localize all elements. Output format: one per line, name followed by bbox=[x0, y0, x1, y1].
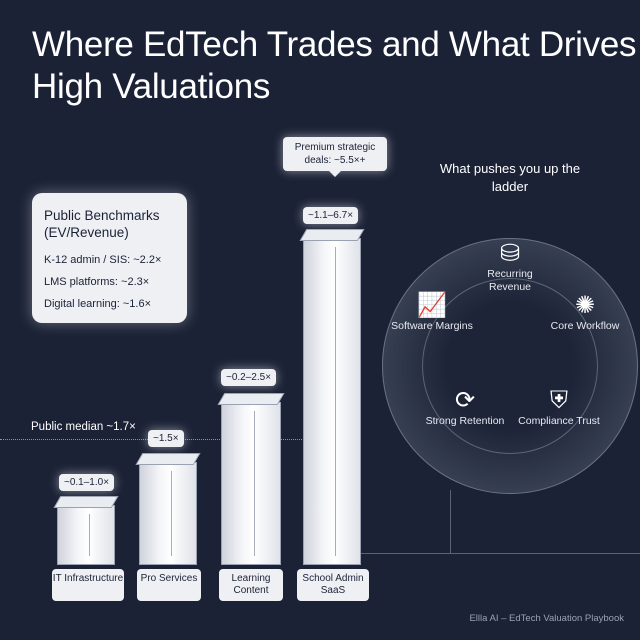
range-label: ~1.1–6.7× bbox=[303, 207, 359, 224]
coins-arrow-icon: ⛁ bbox=[499, 240, 521, 267]
category-label: Learning Content bbox=[219, 569, 283, 601]
benchmark-item: Digital learning: ~1.6× bbox=[44, 298, 152, 310]
shield-lock-icon: ⛨ bbox=[550, 387, 568, 414]
driver-compliance-trust: ⛨ Compliance Trust bbox=[514, 387, 604, 428]
cycle-arrows-icon: ⟳ bbox=[454, 387, 476, 414]
category-label: School Admin SaaS bbox=[297, 569, 369, 601]
building-school-admin-saas bbox=[303, 238, 361, 565]
ground-line bbox=[450, 490, 451, 553]
page-title: Where EdTech Trades and What Drives High… bbox=[32, 25, 637, 106]
drivers-ring bbox=[422, 278, 598, 454]
bar-growth-icon: 📈 bbox=[417, 292, 447, 319]
driver-software-margins: 📈 Software Margins bbox=[387, 292, 477, 333]
ground-line bbox=[360, 553, 640, 554]
driver-recurring-revenue: ⛁ Recurring Revenue bbox=[465, 240, 555, 294]
benchmark-item: LMS platforms: ~2.3× bbox=[44, 276, 150, 288]
public-median-label: Public median ~1.7× bbox=[31, 421, 136, 433]
benchmarks-heading: Public Benchmarks (EV/Revenue) bbox=[44, 208, 160, 240]
category-label: IT Infrastructure bbox=[52, 569, 124, 601]
category-label: Pro Services bbox=[137, 569, 201, 601]
range-label: ~0.1–1.0× bbox=[59, 474, 115, 491]
building-pro-services bbox=[139, 462, 197, 565]
range-label: ~1.5× bbox=[148, 430, 184, 447]
public-benchmarks-card: Public Benchmarks (EV/Revenue) K-12 admi… bbox=[32, 193, 187, 323]
premium-deals-label: Premium strategic deals: ~5.5×+ bbox=[283, 137, 387, 177]
footer-credit: Ellla AI – EdTech Valuation Playbook bbox=[469, 613, 624, 624]
ladder-title: What pushes you up the ladder bbox=[439, 161, 581, 194]
driver-strong-retention: ⟳ Strong Retention bbox=[420, 387, 510, 428]
benchmark-item: K-12 admin / SIS: ~2.2× bbox=[44, 254, 162, 266]
range-label: ~0.2–2.5× bbox=[221, 369, 277, 386]
driver-core-workflow: ✺ Core Workflow bbox=[540, 292, 630, 333]
building-it-infrastructure bbox=[57, 505, 115, 565]
building-learning-content bbox=[221, 402, 281, 565]
network-hub-icon: ✺ bbox=[574, 292, 596, 319]
